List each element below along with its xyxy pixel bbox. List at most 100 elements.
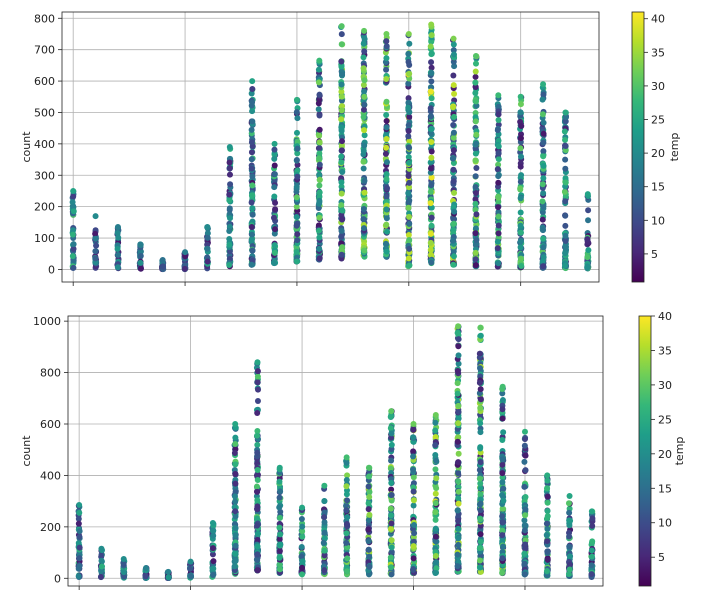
scatter-point xyxy=(210,532,217,539)
scatter-point xyxy=(231,563,238,570)
scatter-point xyxy=(271,162,278,169)
scatter-point xyxy=(517,163,524,170)
scatter-point xyxy=(455,541,462,548)
scatter-point xyxy=(365,483,372,490)
scatter-point xyxy=(70,208,77,215)
scatter-point xyxy=(517,101,524,108)
scatter-point xyxy=(495,198,502,205)
scatter-point xyxy=(338,31,345,38)
scatter-point xyxy=(338,81,345,88)
scatter-point xyxy=(232,441,239,448)
scatter-point xyxy=(450,51,457,58)
scatter-point xyxy=(428,252,435,259)
scatter-point xyxy=(522,512,529,519)
scatter-point xyxy=(472,79,479,86)
scatter-point xyxy=(204,245,211,252)
scatter-point xyxy=(562,222,569,229)
scatter-point xyxy=(365,546,372,553)
scatter-point xyxy=(477,564,484,571)
scatter-point xyxy=(544,493,551,500)
scatter-point xyxy=(365,464,372,471)
scatter-point xyxy=(517,153,524,160)
scatter-point xyxy=(316,197,323,204)
scatter-point xyxy=(472,200,479,207)
scatter-point xyxy=(540,227,547,234)
scatter-point xyxy=(588,562,595,569)
scatter-point xyxy=(432,516,439,523)
scatter-point xyxy=(450,72,457,79)
scatter-point xyxy=(427,165,434,172)
scatter-point xyxy=(339,71,346,78)
scatter-point xyxy=(248,156,255,163)
scatter-point xyxy=(383,43,390,50)
scatter-point xyxy=(406,213,413,220)
scatter-point xyxy=(114,264,121,271)
scatter-point xyxy=(562,165,569,172)
scatter-point xyxy=(566,509,573,516)
scatter-point xyxy=(338,190,345,197)
colorbar-tick-label: 10 xyxy=(651,214,665,227)
scatter-point xyxy=(388,491,395,498)
scatter-point xyxy=(477,396,484,403)
scatter-point xyxy=(522,494,529,501)
scatter-point xyxy=(316,176,323,183)
scatter-point xyxy=(316,189,323,196)
scatter-point xyxy=(294,173,301,180)
scatter-point xyxy=(476,557,483,564)
scatter-point xyxy=(92,230,99,237)
scatter-point xyxy=(249,247,256,254)
scatter-point xyxy=(472,84,479,91)
scatter-point xyxy=(454,551,461,558)
scatter-point xyxy=(455,495,462,502)
scatter-point xyxy=(360,113,367,120)
scatter-point xyxy=(449,155,456,162)
scatter-point xyxy=(321,497,328,504)
scatter-point xyxy=(160,263,167,270)
scatter-point xyxy=(383,75,390,82)
scatter-point xyxy=(254,503,261,510)
scatter-point xyxy=(521,571,528,578)
y-tick-label: 800 xyxy=(34,12,55,25)
scatter-point xyxy=(455,535,462,542)
scatter-point xyxy=(254,543,261,550)
scatter-point xyxy=(562,137,569,144)
scatter-point xyxy=(566,493,573,499)
scatter-point xyxy=(361,189,368,196)
scatter-point xyxy=(405,104,412,111)
scatter-point xyxy=(255,386,262,393)
scatter-point xyxy=(365,500,372,507)
scatter-point xyxy=(321,535,328,542)
scatter-point xyxy=(344,514,351,521)
scatter-point xyxy=(584,236,591,243)
scatter-point xyxy=(231,493,238,500)
scatter-point xyxy=(383,171,390,178)
colorbar-tick-label: 40 xyxy=(651,13,665,26)
scatter-point xyxy=(366,511,373,518)
scatter-point xyxy=(562,156,569,163)
scatter-point xyxy=(75,565,82,572)
scatter-point xyxy=(316,182,323,189)
scatter-point xyxy=(405,232,412,239)
scatter-point xyxy=(226,205,233,212)
scatter-point xyxy=(432,466,439,473)
scatter-point xyxy=(455,478,462,485)
scatter-point xyxy=(210,572,217,579)
scatter-point xyxy=(521,458,528,465)
scatter-point xyxy=(254,379,261,386)
scatter-point xyxy=(517,255,524,262)
scatter-point xyxy=(293,129,300,136)
scatter-point xyxy=(248,261,255,268)
scatter-point xyxy=(495,161,502,168)
scatter-point xyxy=(450,129,457,136)
scatter-point xyxy=(539,258,546,265)
scatter-point xyxy=(588,553,595,560)
scatter-point xyxy=(540,175,547,182)
scatter-point xyxy=(588,547,595,554)
scatter-point xyxy=(495,156,502,163)
scatter-point xyxy=(338,116,345,123)
scatter-point xyxy=(114,229,121,236)
scatter-point xyxy=(455,343,462,350)
scatter-point xyxy=(321,547,328,554)
scatter-point xyxy=(410,555,417,562)
y-tick-label: 700 xyxy=(34,44,55,57)
